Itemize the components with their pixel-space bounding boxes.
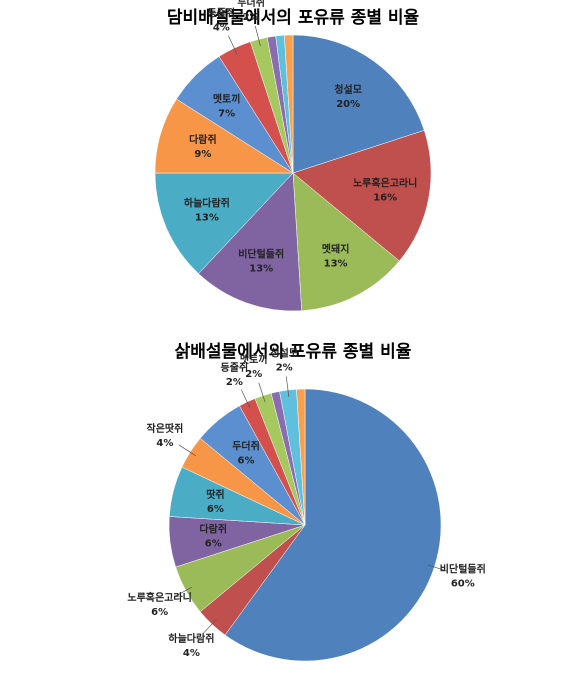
value-label: 2% — [245, 369, 262, 380]
chart-title: 담비배설물에서의 포유류 종별 비율 — [167, 8, 420, 28]
slice-label: 등줄쥐 — [221, 361, 249, 374]
pie-slice — [154, 172, 294, 274]
slice-label: 멧돼지 — [322, 243, 350, 256]
slice-label: 하늘다람쥐 — [168, 632, 214, 645]
slice-label: 비단털들쥐 — [238, 247, 284, 260]
slice-label: 작은땃쥐 — [147, 422, 184, 435]
slice-label: 멧토끼 — [213, 93, 241, 106]
value-label: 13% — [195, 212, 219, 223]
value-label: 4% — [156, 438, 173, 449]
pie-slice — [292, 172, 400, 311]
leader-line — [285, 376, 290, 397]
slice-label: 두더쥐 — [237, 0, 265, 9]
slice-label: 다람쥐 — [199, 523, 227, 536]
leader-line — [202, 618, 217, 635]
pie-slice — [292, 130, 432, 262]
slice-label: 노루혹은고라니 — [353, 177, 417, 190]
leader-line — [228, 35, 238, 55]
leader-line — [178, 444, 197, 457]
pie-slice — [284, 34, 294, 174]
leader-line — [173, 586, 192, 598]
value-label: 13% — [324, 259, 348, 270]
slice-label: 등줄쥐 — [208, 7, 236, 20]
leader-line — [258, 382, 266, 403]
value-label: 20% — [336, 99, 360, 110]
slice-label: 멧토끼 — [240, 353, 268, 366]
value-label: 13% — [249, 263, 273, 274]
leader-line — [240, 389, 251, 409]
value-label: 60% — [451, 578, 475, 589]
leader-line — [254, 25, 261, 47]
slice-label: 두더쥐 — [232, 440, 260, 453]
pie-slice — [198, 172, 302, 312]
pie-slice — [296, 388, 306, 526]
leader-line — [427, 564, 448, 572]
value-label: 4% — [183, 648, 200, 659]
value-label: 2% — [276, 362, 293, 373]
pie-slice — [292, 34, 425, 174]
slice-label: 땃쥐 — [206, 488, 224, 501]
value-label: 6% — [205, 539, 222, 550]
slice-label: 하늘다람쥐 — [184, 196, 230, 209]
slice-label: 노루혹은고라니 — [127, 591, 191, 604]
slice-label: 청설모 — [334, 83, 362, 96]
value-label: 6% — [238, 456, 255, 467]
slice-label: 다람쥐 — [189, 133, 217, 146]
value-label: 16% — [373, 193, 397, 204]
chart-title: 삵배설물에서의 포유류 종별 비율 — [175, 342, 412, 362]
value-label: 7% — [218, 109, 235, 120]
value-label: 2% — [226, 377, 243, 388]
slice-label: 비단털들쥐 — [440, 562, 486, 575]
value-label: 4% — [213, 23, 230, 34]
slice-label: 청설모 — [270, 346, 298, 359]
value-label: 6% — [207, 504, 224, 515]
value-label: 6% — [151, 607, 168, 618]
value-label: 9% — [194, 149, 211, 160]
value-label: 2% — [243, 12, 260, 23]
